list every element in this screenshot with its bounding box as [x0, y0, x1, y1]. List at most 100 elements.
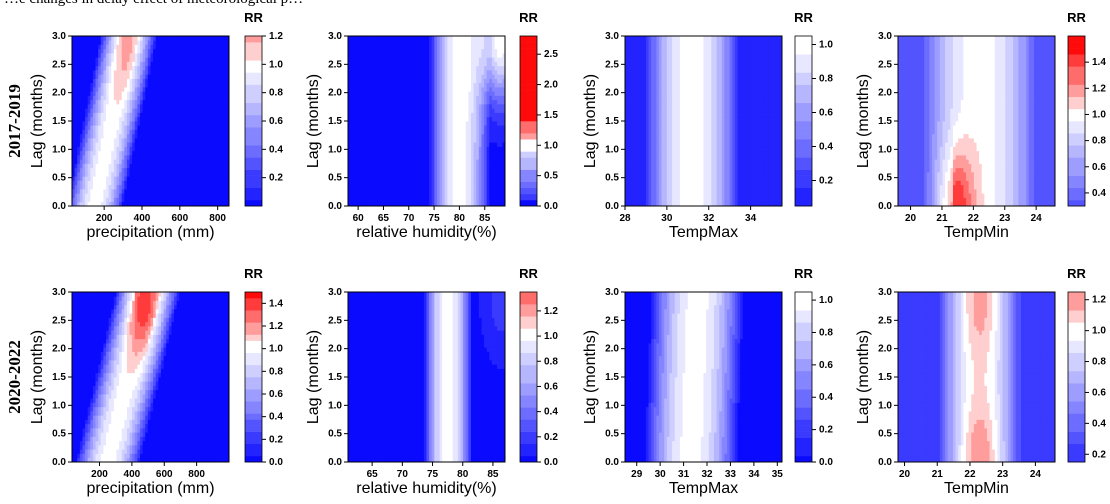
heatmap-cell [114, 159, 117, 164]
heatmap-cell [450, 117, 453, 122]
heatmap-cell [88, 91, 91, 96]
heatmap-cell [174, 151, 177, 156]
heatmap-cell [445, 147, 448, 152]
heatmap-cell [398, 181, 401, 186]
heatmap-cell [450, 164, 453, 169]
heatmap-cell [156, 91, 159, 96]
heatmap-cell [156, 87, 159, 92]
heatmap-cell [224, 172, 227, 177]
heatmap-cell [361, 189, 364, 194]
heatmap-cell [98, 176, 101, 181]
heatmap-cell [221, 100, 224, 105]
heatmap-cell [90, 100, 93, 105]
heatmap-cell [213, 155, 216, 160]
heatmap-cell [103, 189, 106, 194]
heatmap-cell [468, 168, 471, 173]
heatmap-cell [156, 117, 159, 122]
heatmap-cell [158, 198, 161, 203]
heatmap-cell [442, 130, 445, 135]
heatmap-cell [484, 91, 487, 96]
heatmap-cell [164, 147, 167, 152]
heatmap-cell [208, 57, 211, 62]
heatmap-cell [127, 168, 130, 173]
heatmap-cell [379, 49, 382, 54]
heatmap-cell [481, 108, 484, 113]
heatmap-cell [171, 83, 174, 88]
heatmap-cell [179, 53, 182, 58]
heatmap-cell [403, 198, 406, 203]
heatmap-cell [171, 151, 174, 156]
heatmap-cell [628, 181, 631, 186]
heatmap-cell [471, 181, 474, 186]
heatmap-cell [474, 74, 477, 79]
heatmap-cell [93, 185, 96, 190]
heatmap-cell [195, 164, 198, 169]
heatmap-cell [429, 62, 432, 67]
heatmap-cell [205, 91, 208, 96]
heatmap-cell [221, 155, 224, 160]
heatmap-cell [369, 134, 372, 139]
heatmap-cell [219, 62, 222, 67]
heatmap-cell [382, 117, 385, 122]
heatmap-cell [216, 164, 219, 169]
heatmap-cell [75, 36, 78, 41]
heatmap-cell [205, 49, 208, 54]
heatmap-cell [497, 87, 500, 92]
heatmap-cell [474, 108, 477, 113]
heatmap-cell [122, 193, 125, 198]
heatmap-cell [440, 185, 443, 190]
heatmap-cell [353, 159, 356, 164]
heatmap-cell [200, 134, 203, 139]
heatmap-cell [432, 121, 435, 126]
heatmap-cell [411, 134, 414, 139]
heatmap-cell [437, 125, 440, 130]
heatmap-cell [484, 142, 487, 147]
heatmap-cell [111, 87, 114, 92]
heatmap-cell [200, 79, 203, 84]
heatmap-cell [114, 96, 117, 101]
heatmap-cell [434, 40, 437, 45]
heatmap-cell [479, 117, 482, 122]
heatmap-cell [182, 40, 185, 45]
heatmap-cell [453, 83, 456, 88]
heatmap-cell [103, 155, 106, 160]
heatmap-cell [114, 198, 117, 203]
heatmap-cell [487, 193, 490, 198]
heatmap-cell [390, 172, 393, 177]
heatmap-cell [208, 36, 211, 41]
heatmap-cell [432, 176, 435, 181]
heatmap-cell [453, 121, 456, 126]
heatmap-cell [109, 74, 112, 79]
heatmap-cell [198, 138, 201, 143]
heatmap-cell [406, 62, 409, 67]
heatmap-cell [137, 151, 140, 156]
heatmap-cell [392, 155, 395, 160]
heatmap-cell [453, 36, 456, 41]
heatmap-cell [106, 45, 109, 50]
heatmap-cell [369, 155, 372, 160]
heatmap-cell [497, 74, 500, 79]
heatmap-cell [216, 91, 219, 96]
heatmap-cell [419, 83, 422, 88]
heatmap-cell [122, 198, 125, 203]
heatmap-cell [492, 134, 495, 139]
heatmap-cell [411, 66, 414, 71]
heatmap-cell [82, 74, 85, 79]
heatmap-cell [474, 66, 477, 71]
heatmap-cell [366, 62, 369, 67]
heatmap-cell [413, 74, 416, 79]
heatmap-cell [190, 121, 193, 126]
heatmap-cell [85, 79, 88, 84]
heatmap-cell [171, 79, 174, 84]
heatmap-cell [85, 108, 88, 113]
heatmap-cell [492, 168, 495, 173]
heatmap-cell [416, 66, 419, 71]
heatmap-cell [390, 57, 393, 62]
heatmap-cell [474, 91, 477, 96]
heatmap-cell [137, 164, 140, 169]
heatmap-cell [474, 36, 477, 41]
heatmap-cell [432, 53, 435, 58]
heatmap-cell [450, 138, 453, 143]
heatmap-cell [145, 49, 148, 54]
heatmap-cell [122, 113, 125, 118]
